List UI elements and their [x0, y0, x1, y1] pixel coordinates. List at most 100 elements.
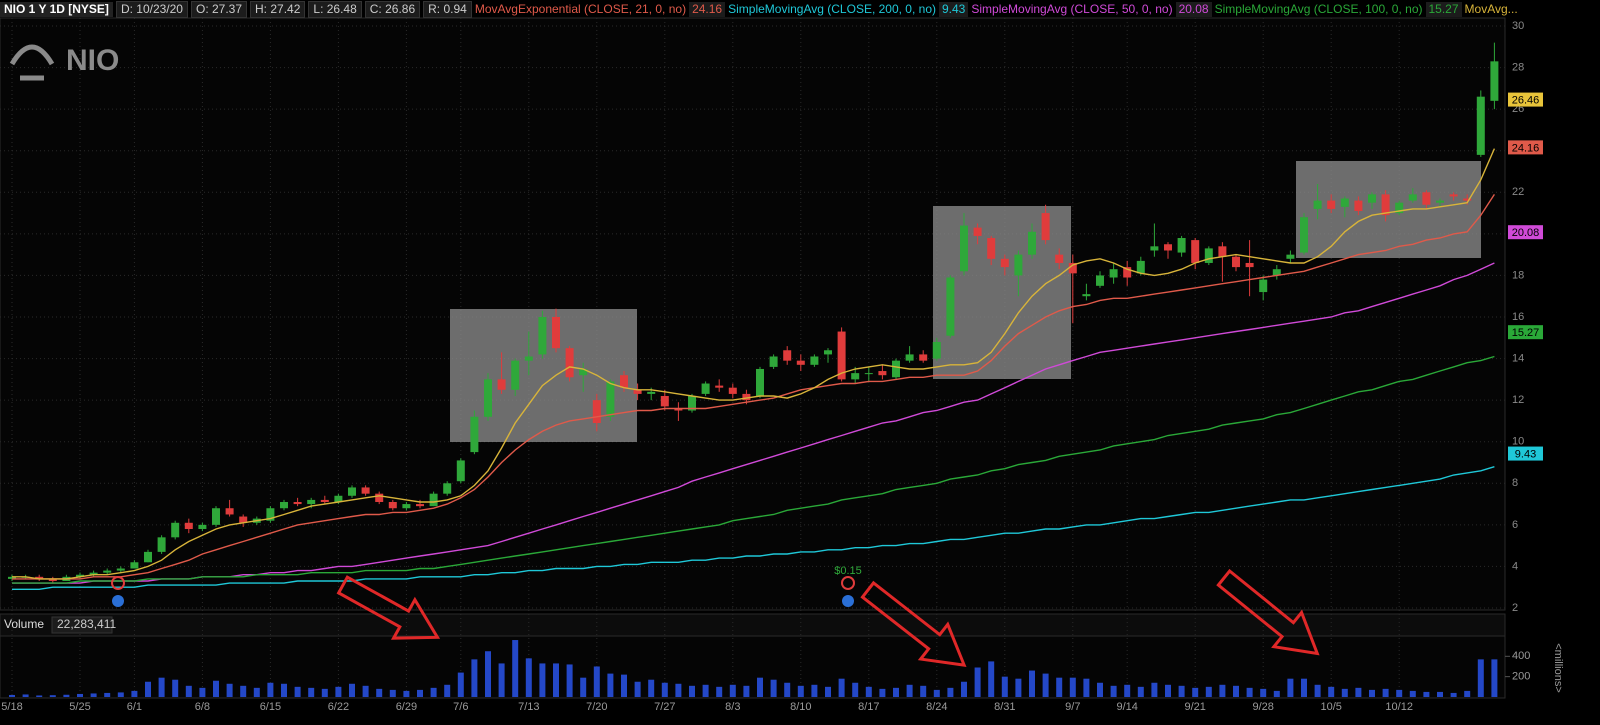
symbol[interactable]: NIO 1 Y 1D [NYSE]	[0, 1, 113, 17]
candle-body	[1082, 294, 1091, 297]
legend-entry[interactable]: SimpleMovingAvg (CLOSE, 200, 0, no)	[728, 2, 936, 16]
event-icon[interactable]	[842, 595, 854, 607]
logo-text: NIO	[66, 44, 119, 77]
volume-value: 22,283,411	[57, 617, 116, 631]
x-tick-label: 9/7	[1065, 701, 1080, 713]
candle-body	[1150, 246, 1159, 251]
candle-body	[932, 341, 941, 359]
candle-body	[334, 495, 343, 502]
candle-body	[796, 360, 805, 365]
volume-bar	[961, 681, 967, 697]
volume-bar	[267, 682, 274, 697]
arrow	[860, 580, 967, 667]
volume-bar	[1178, 685, 1185, 697]
y-tick-label: 12	[1512, 394, 1524, 406]
volume-axis-label: <millions>	[1552, 643, 1564, 693]
candle-body	[388, 501, 397, 509]
candle-body	[1191, 240, 1200, 263]
candle-body	[116, 568, 125, 571]
volume-tick-label: 400	[1512, 650, 1530, 662]
candle-body	[1395, 202, 1404, 214]
volume-bar	[811, 684, 818, 697]
candle-body	[239, 516, 248, 523]
candle-body	[1422, 192, 1431, 205]
candle-body	[1041, 213, 1050, 241]
candle-body	[1436, 200, 1444, 203]
legend-entry[interactable]: MovAvgExponential (CLOSE, 21, 0, no)	[474, 2, 687, 16]
volume-bar	[689, 685, 695, 697]
x-tick-label: 7/6	[453, 701, 468, 713]
moving-average-line	[12, 194, 1495, 580]
volume-bar	[199, 687, 206, 697]
volume-bar	[1328, 686, 1335, 697]
candle-body	[171, 522, 180, 538]
volume-bar	[784, 682, 791, 697]
earnings-icon[interactable]	[111, 576, 125, 590]
candle-body	[1286, 254, 1295, 259]
candle-body	[416, 504, 424, 507]
volume-bar	[321, 688, 328, 697]
candle-body	[919, 354, 928, 361]
x-tick-label: 10/12	[1385, 701, 1413, 713]
open: O: 27.37	[190, 0, 248, 18]
volume-bar	[1301, 678, 1307, 697]
dividend-annotation: $0.15	[834, 565, 862, 577]
volume-bar	[716, 686, 723, 697]
candle-body	[184, 522, 193, 530]
volume-bar	[1151, 682, 1158, 697]
volume-bar	[1355, 687, 1362, 697]
candle-body	[728, 387, 737, 394]
volume-bar	[63, 694, 70, 697]
volume-bar	[1029, 670, 1035, 697]
moving-average-line	[12, 148, 1496, 580]
candle-body	[348, 487, 356, 496]
candle-body	[538, 317, 547, 355]
candle-body	[1123, 267, 1132, 278]
legend-value: 24.16	[689, 1, 726, 17]
candle-body	[470, 416, 479, 453]
candle-body	[429, 493, 438, 507]
marks	[8, 42, 1499, 697]
candle-body	[89, 572, 98, 575]
legend-entry[interactable]: SimpleMovingAvg (CLOSE, 50, 0, no)	[971, 2, 1173, 16]
volume-bar	[172, 679, 179, 697]
low: L: 26.48	[308, 0, 362, 18]
volume-bar	[852, 682, 859, 697]
legend-entry[interactable]: MovAvg...	[1464, 2, 1518, 16]
legend-entry[interactable]: SimpleMovingAvg (CLOSE, 100, 0, no)	[1214, 2, 1423, 16]
price-bubble-label: 9.43	[1515, 448, 1536, 460]
volume-bar	[893, 687, 899, 697]
event-icon[interactable]	[112, 595, 124, 607]
volume-bar	[1382, 688, 1389, 697]
moving-average-line	[12, 355, 1495, 584]
volume-bar	[1423, 691, 1430, 697]
volume-bar	[104, 692, 111, 697]
y-tick-label: 28	[1512, 61, 1524, 73]
candle-body	[198, 524, 207, 530]
date: D: 10/23/20	[115, 0, 188, 18]
candle-body	[620, 375, 628, 388]
candle-body	[960, 225, 968, 272]
x-tick-label: 9/28	[1252, 701, 1273, 713]
volume-bar	[90, 693, 97, 697]
volume-bar	[1015, 678, 1022, 697]
candle-body	[1000, 258, 1009, 268]
volume-bar	[471, 659, 478, 697]
volume-bar	[1219, 684, 1226, 697]
y-tick-label: 10	[1512, 436, 1524, 448]
volume-bar	[539, 663, 546, 697]
logo-mark	[9, 44, 55, 81]
x-tick-label: 6/29	[396, 701, 417, 713]
candle-body	[1300, 217, 1308, 253]
volume-bar	[1464, 690, 1471, 697]
volume-bar	[49, 695, 56, 697]
price-bubble	[1508, 140, 1543, 155]
volume-bar	[457, 672, 464, 697]
volume-bar	[621, 674, 627, 697]
candle-body	[783, 350, 792, 361]
volume-bar	[879, 688, 886, 697]
volume-bar	[988, 661, 995, 697]
candle-body	[1204, 248, 1213, 263]
earnings-icon[interactable]	[841, 576, 855, 590]
